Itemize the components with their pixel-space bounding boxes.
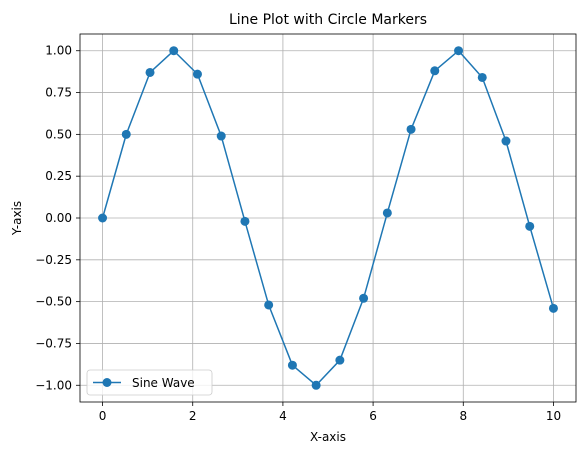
series-line	[101, 49, 555, 387]
data-point	[287, 360, 297, 370]
data-point	[311, 380, 321, 390]
y-tick-label: 0.25	[45, 169, 72, 183]
data-point	[145, 67, 155, 77]
legend-box	[86, 369, 213, 396]
data-point	[264, 300, 274, 310]
y-tick-label: −0.75	[35, 336, 72, 350]
data-point	[98, 213, 108, 223]
legend-label: Sine Wave	[132, 376, 195, 390]
data-point	[359, 293, 369, 303]
series-layer	[98, 46, 558, 390]
chart-title: Line Plot with Circle Markers	[229, 12, 427, 28]
data-point	[121, 129, 131, 139]
x-tick-label: 8	[459, 409, 467, 423]
data-point	[548, 303, 558, 313]
x-tick-label: 10	[546, 409, 561, 423]
data-point	[382, 208, 392, 218]
y-tick-label: −0.50	[35, 295, 72, 309]
data-point	[240, 216, 250, 226]
grid	[80, 34, 576, 402]
data-point	[477, 72, 487, 82]
y-tick-label: 0.50	[45, 127, 72, 141]
data-point	[216, 131, 226, 141]
data-point	[454, 46, 464, 56]
data-point	[406, 124, 416, 134]
x-tick-label: 6	[369, 409, 377, 423]
x-tick-label: 2	[189, 409, 197, 423]
x-tick-label: 0	[99, 409, 107, 423]
data-point	[430, 66, 440, 76]
y-tick-label: −0.25	[35, 253, 72, 267]
y-tick-label: 0.00	[45, 211, 72, 225]
legend: Sine Wave	[86, 369, 213, 396]
data-point	[192, 69, 202, 79]
y-tick-label: −1.00	[35, 378, 72, 392]
x-axis-label: X-axis	[310, 430, 346, 444]
data-point	[525, 221, 535, 231]
y-tick-label: 1.00	[45, 44, 72, 58]
data-point	[335, 355, 345, 365]
legend-marker	[102, 378, 112, 387]
data-point	[501, 136, 511, 146]
data-point	[169, 46, 179, 56]
y-axis-label: Y-axis	[10, 201, 24, 236]
x-tick-label: 4	[279, 409, 287, 423]
y-tick-label: 0.75	[45, 86, 72, 100]
ticks: 0 2 4 6 8 10 1.00 0.75 0.50 0.25 0.00 −0.25 −0.50 −0.…	[35, 44, 561, 423]
